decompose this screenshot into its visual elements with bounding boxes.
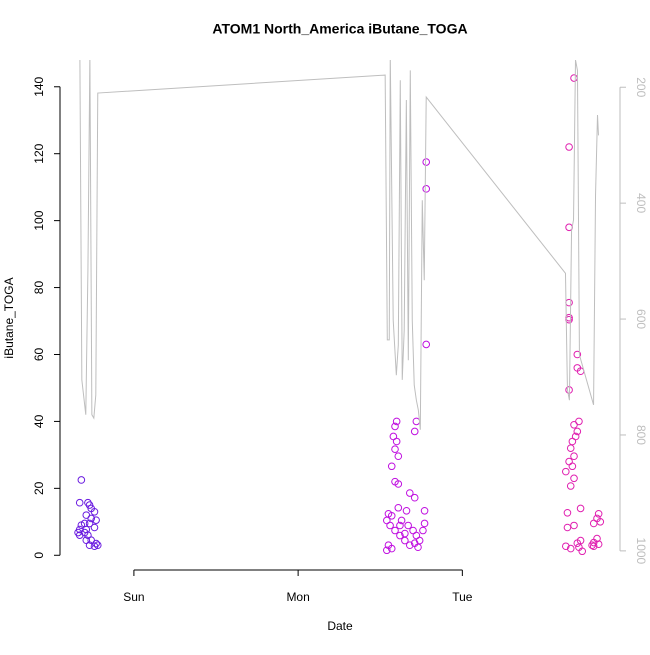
point bbox=[85, 519, 94, 528]
point bbox=[563, 523, 572, 532]
point bbox=[383, 546, 391, 555]
chart-title: ATOM1 North_America iButane_TOGA bbox=[212, 21, 467, 37]
x-tick-label: Mon bbox=[286, 590, 309, 604]
y2-tick-label: 800 bbox=[634, 425, 648, 445]
y-tick-label: 80 bbox=[32, 281, 46, 295]
point bbox=[396, 531, 404, 540]
point bbox=[84, 498, 92, 507]
point bbox=[92, 516, 100, 524]
point bbox=[563, 508, 572, 517]
point bbox=[75, 498, 84, 507]
point bbox=[419, 526, 427, 535]
point bbox=[392, 417, 401, 426]
point bbox=[573, 350, 582, 359]
plot-area bbox=[74, 60, 605, 556]
point bbox=[566, 482, 575, 490]
point bbox=[387, 462, 396, 471]
point bbox=[420, 519, 429, 528]
point bbox=[386, 521, 394, 530]
point bbox=[402, 506, 411, 515]
point bbox=[401, 529, 409, 538]
point bbox=[573, 539, 582, 548]
point bbox=[562, 542, 570, 551]
point bbox=[410, 493, 419, 502]
point bbox=[391, 526, 399, 535]
y-tick-label: 100 bbox=[32, 210, 46, 230]
y-tick-label: 140 bbox=[32, 76, 46, 96]
point bbox=[394, 503, 403, 512]
point bbox=[570, 521, 578, 530]
point bbox=[391, 445, 399, 453]
point bbox=[394, 452, 403, 461]
point bbox=[391, 422, 399, 431]
point bbox=[566, 444, 575, 452]
x-tick-label: Sun bbox=[123, 590, 144, 604]
point bbox=[92, 539, 100, 548]
y2-tick-label: 1000 bbox=[634, 538, 648, 565]
x-tick-label: Tue bbox=[452, 590, 473, 604]
point bbox=[87, 514, 96, 523]
point bbox=[422, 158, 431, 166]
point bbox=[77, 521, 86, 529]
point bbox=[562, 467, 570, 476]
x-axis-label: Date bbox=[327, 619, 353, 633]
point bbox=[576, 504, 585, 513]
y-tick-label: 0 bbox=[32, 552, 46, 559]
point bbox=[573, 427, 582, 436]
point bbox=[90, 523, 99, 532]
point bbox=[422, 340, 431, 349]
point bbox=[387, 544, 396, 553]
y2-tick-label: 400 bbox=[634, 193, 648, 213]
point bbox=[420, 506, 429, 515]
point bbox=[596, 518, 605, 526]
point bbox=[566, 544, 575, 553]
point bbox=[588, 541, 596, 550]
point bbox=[77, 476, 86, 484]
point bbox=[570, 452, 578, 461]
point bbox=[405, 541, 414, 550]
y2-tick-label: 200 bbox=[634, 77, 648, 97]
point bbox=[392, 437, 401, 446]
point bbox=[565, 143, 573, 151]
point bbox=[404, 521, 412, 530]
y-axis-label: iButane_TOGA bbox=[2, 277, 16, 358]
point bbox=[405, 489, 414, 497]
y-tick-label: 60 bbox=[32, 347, 46, 361]
y-tick-label: 40 bbox=[32, 414, 46, 428]
point bbox=[396, 521, 404, 530]
point bbox=[90, 507, 99, 516]
point bbox=[568, 462, 577, 471]
y2-tick-label: 600 bbox=[634, 309, 648, 329]
point bbox=[387, 511, 396, 520]
point bbox=[414, 543, 422, 552]
y-tick-label: 120 bbox=[32, 143, 46, 163]
point bbox=[594, 509, 603, 518]
point bbox=[589, 542, 598, 551]
y-tick-label: 20 bbox=[32, 481, 46, 495]
point bbox=[93, 541, 102, 550]
line bbox=[79, 60, 599, 430]
point bbox=[422, 185, 431, 193]
point bbox=[394, 480, 403, 488]
point bbox=[410, 427, 419, 436]
point bbox=[578, 547, 587, 556]
point bbox=[570, 420, 578, 429]
point bbox=[75, 531, 84, 539]
point bbox=[570, 474, 578, 483]
point bbox=[397, 516, 406, 525]
